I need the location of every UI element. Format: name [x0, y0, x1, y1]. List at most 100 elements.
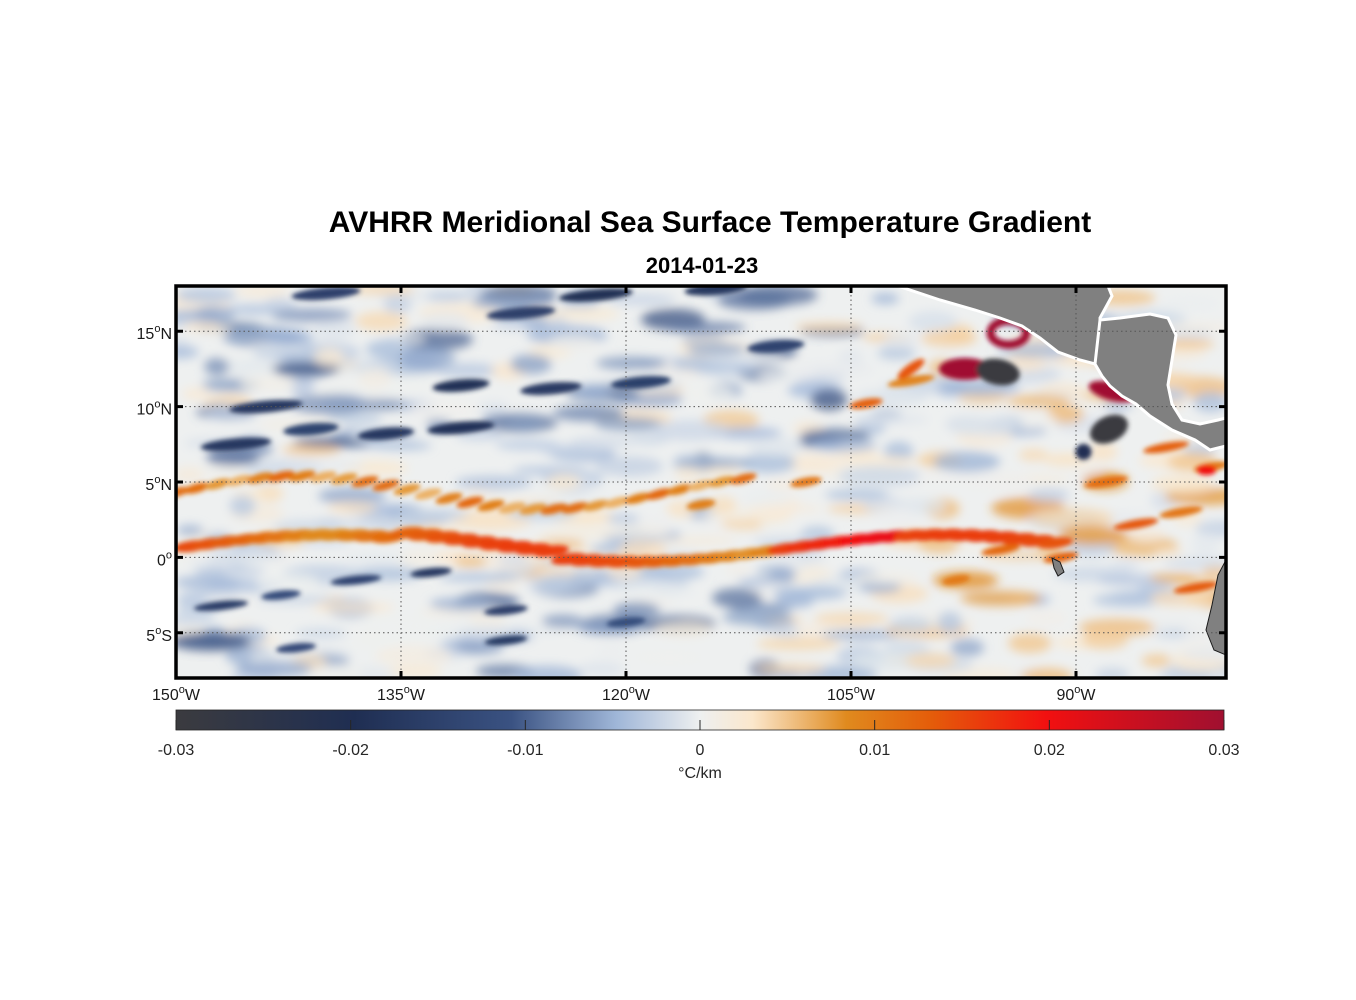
field-blob	[655, 621, 711, 637]
field-blob	[358, 368, 392, 388]
field-blob	[1094, 667, 1130, 678]
field-blob	[1195, 520, 1226, 537]
field-feature	[330, 473, 358, 485]
field-blob	[541, 614, 584, 629]
field-blob	[725, 561, 751, 576]
field-blob	[690, 359, 757, 376]
field-blob	[824, 489, 890, 501]
field-blob	[871, 292, 900, 305]
field-feature	[1173, 581, 1219, 594]
chart-title: AVHRR Meridional Sea Surface Temperature…	[328, 206, 1092, 239]
field-blob	[711, 588, 763, 609]
field-blob	[1193, 391, 1226, 413]
field-blob	[314, 517, 348, 531]
field-blob	[937, 611, 963, 634]
field-blob	[290, 375, 315, 397]
field-blob	[176, 287, 237, 303]
field-blob	[848, 413, 930, 426]
field-feature	[393, 483, 421, 496]
field-blob	[855, 572, 920, 585]
field-blob	[850, 651, 923, 671]
field-blob	[343, 516, 376, 533]
field-blob	[420, 311, 470, 331]
sst-gradient-features	[176, 286, 1226, 653]
field-blob	[1092, 592, 1161, 608]
field-blob	[1149, 589, 1214, 607]
field-blob	[310, 664, 365, 678]
field-blob	[176, 624, 205, 634]
field-feature	[582, 499, 610, 512]
field-blob	[478, 401, 509, 414]
field-blob	[577, 662, 625, 677]
field-feature	[276, 642, 316, 653]
field-blob	[811, 438, 878, 452]
colorbar: -0.03 -0.02 -0.01 0 0.01 0.02 0.03 °C/km	[158, 709, 1240, 782]
field-feature	[1113, 518, 1159, 531]
field-blob	[948, 416, 1017, 438]
field-blob	[292, 437, 370, 448]
field-blob	[176, 525, 204, 536]
field-blob	[548, 334, 599, 352]
field-blob	[1192, 533, 1220, 555]
field-blob	[882, 333, 919, 349]
field-blob	[933, 451, 1001, 473]
field-feature	[666, 483, 694, 496]
field-feature	[204, 478, 232, 490]
field-blob	[674, 457, 753, 469]
field-blob	[756, 637, 840, 651]
field-blob	[470, 293, 555, 311]
field-blob	[552, 405, 625, 422]
field-blob	[294, 628, 347, 639]
chart-subtitle: 2014-01-23	[645, 253, 759, 278]
field-blob	[606, 513, 640, 525]
field-blob	[686, 343, 746, 356]
field-blob	[873, 507, 917, 525]
lon-label: 150oW	[152, 684, 201, 704]
field-feature	[267, 470, 295, 483]
colorbar-tick-label: 0	[696, 742, 705, 759]
land-central-america	[1093, 312, 1226, 452]
field-blob	[794, 321, 863, 332]
field-blob	[814, 612, 889, 625]
field-blob	[617, 584, 698, 598]
field-blob	[594, 456, 664, 477]
colorbar-tick-label: -0.03	[158, 742, 195, 759]
field-blob	[1007, 394, 1071, 408]
field-feature	[372, 479, 400, 492]
field-blob	[206, 449, 260, 467]
field-feature	[330, 574, 382, 586]
field-blob	[744, 503, 823, 515]
field-blob	[1018, 448, 1049, 462]
field-blob	[236, 660, 312, 678]
field-blob	[775, 594, 814, 609]
field-feature	[261, 590, 301, 601]
field-blob	[708, 496, 737, 514]
field-blob	[256, 572, 320, 593]
field-blob	[1057, 525, 1128, 546]
field-feature	[519, 503, 547, 515]
field-feature	[1143, 441, 1189, 454]
field-blob	[1110, 560, 1140, 572]
map-panel: 15oN 10oN 5oN 0o 5oS 150oW 135oW 120oW 105oW 90o…	[137, 284, 1228, 704]
field-blob	[453, 556, 488, 568]
field-blob	[1158, 669, 1213, 678]
field-blob	[176, 345, 200, 359]
field-blob	[264, 328, 314, 347]
field-blob	[176, 466, 205, 483]
field-blob	[389, 665, 443, 678]
field-blob	[512, 665, 583, 678]
field-blob	[312, 319, 356, 339]
field-feature	[200, 437, 272, 452]
lat-label: 15oN	[137, 323, 172, 343]
field-blob	[1030, 507, 1114, 528]
field-blob	[355, 311, 408, 331]
field-blob	[699, 466, 743, 477]
field-blob	[633, 651, 705, 664]
field-blob	[722, 609, 793, 626]
field-blob	[375, 645, 453, 667]
field-blob	[1087, 441, 1118, 462]
field-blob	[743, 489, 790, 509]
field-blob	[905, 652, 956, 669]
field-blob	[769, 566, 796, 585]
field-feature	[533, 545, 569, 558]
